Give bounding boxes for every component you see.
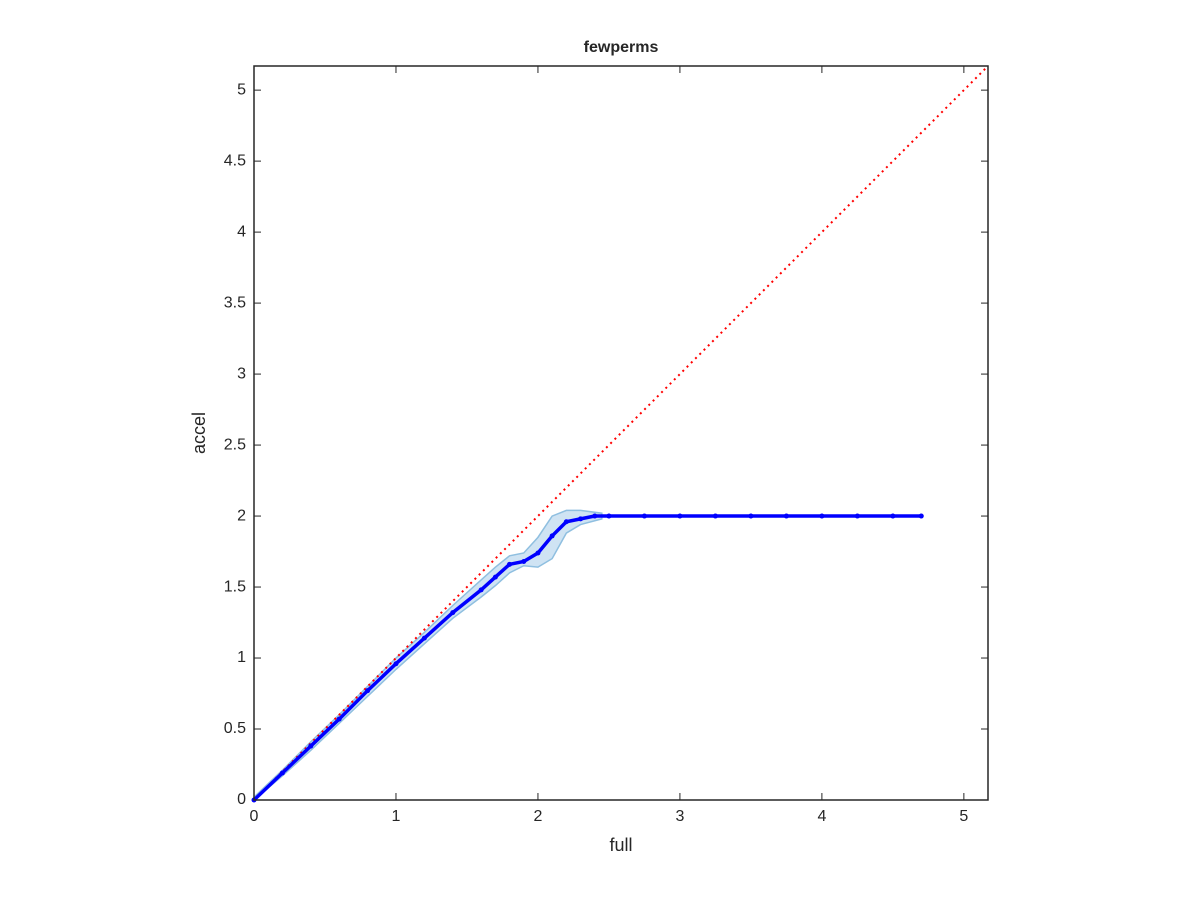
- data-point: [279, 770, 285, 776]
- data-point: [819, 513, 825, 519]
- data-point: [308, 743, 314, 749]
- data-point: [890, 513, 896, 519]
- x-tick-label: 4: [817, 808, 826, 825]
- data-point: [393, 661, 399, 667]
- data-point: [521, 558, 527, 564]
- data-point: [712, 513, 718, 519]
- y-axis-label: accel: [189, 412, 209, 454]
- x-tick-label: 3: [675, 808, 684, 825]
- y-tick-label: 0: [237, 791, 246, 808]
- data-point: [535, 550, 541, 556]
- data-point: [478, 587, 484, 593]
- y-tick-label: 2.5: [224, 436, 246, 453]
- reference-line: [253, 65, 989, 801]
- data-point: [563, 519, 569, 525]
- data-point: [748, 513, 754, 519]
- x-axis-label: full: [609, 835, 632, 855]
- data-point: [677, 513, 683, 519]
- data-point: [421, 635, 427, 641]
- chart-title: fewperms: [584, 39, 659, 56]
- x-tick-label: 5: [959, 808, 968, 825]
- y-tick-label: 2: [237, 507, 246, 524]
- data-point: [549, 533, 555, 539]
- data-point: [641, 513, 647, 519]
- y-tick-label: 5: [237, 81, 246, 98]
- y-tick-label: 4.5: [224, 152, 246, 169]
- data-point: [450, 610, 456, 616]
- data-point: [365, 688, 371, 694]
- data-point: [492, 574, 498, 580]
- axes-box: [253, 65, 989, 801]
- data-point: [854, 513, 860, 519]
- data-point: [507, 561, 513, 567]
- data-point: [783, 513, 789, 519]
- data-point: [606, 513, 612, 519]
- x-tick-label: 2: [533, 808, 542, 825]
- y-tick-label: 1.5: [224, 578, 246, 595]
- x-tick-label: 0: [250, 808, 259, 825]
- x-tick-label: 1: [392, 808, 401, 825]
- y-tick-label: 0.5: [224, 720, 246, 737]
- y-tick-label: 3.5: [224, 294, 246, 311]
- y-tick-label: 4: [237, 223, 246, 240]
- y-tick-label: 3: [237, 365, 246, 382]
- confidence-band: [253, 509, 603, 802]
- data-point: [336, 716, 342, 722]
- y-tick-label: 1: [237, 649, 246, 666]
- data-point: [918, 513, 924, 519]
- data-point: [592, 513, 598, 519]
- data-point: [578, 516, 584, 522]
